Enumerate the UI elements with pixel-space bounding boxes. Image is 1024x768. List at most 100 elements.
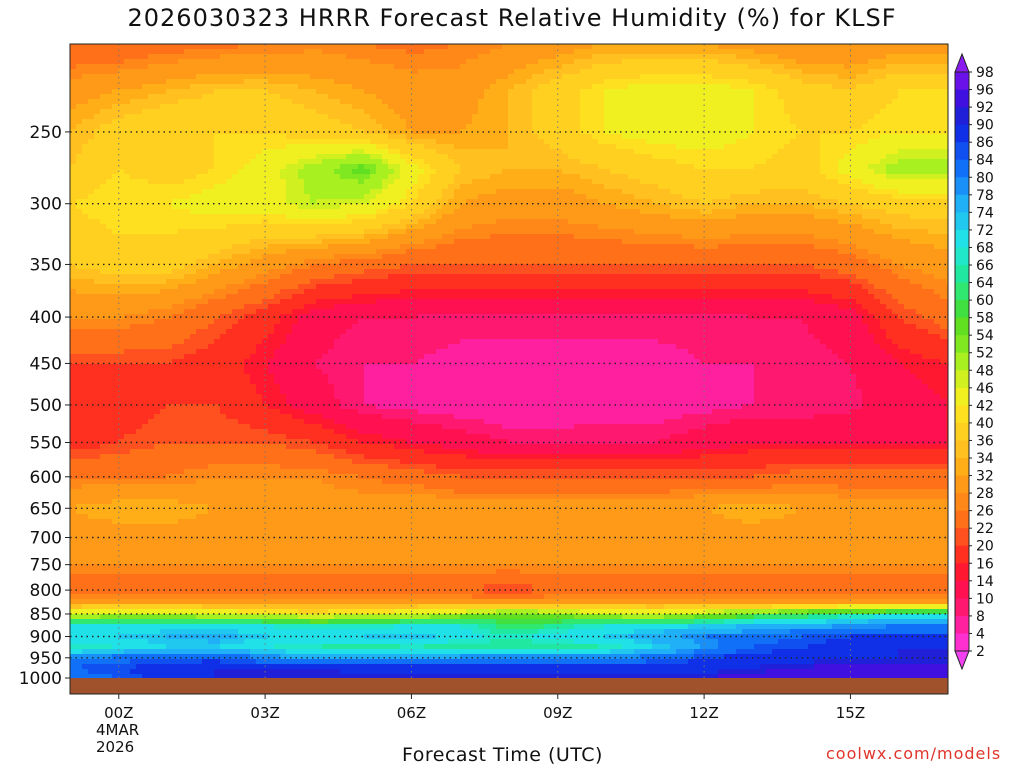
- heatmap-cell: [784, 49, 791, 55]
- heatmap-cell: [736, 154, 743, 160]
- heatmap-cell: [808, 109, 815, 115]
- heatmap-cell: [316, 109, 323, 115]
- heatmap-cell: [916, 204, 923, 210]
- heatmap-cell: [946, 189, 949, 195]
- heatmap-cell: [370, 64, 377, 70]
- heatmap-cell: [262, 159, 269, 165]
- heatmap-cell: [934, 159, 941, 165]
- heatmap-cell: [670, 114, 677, 120]
- heatmap-cell: [868, 144, 875, 150]
- heatmap-cell: [670, 154, 677, 160]
- heatmap-cell: [490, 184, 497, 190]
- heatmap-cell: [868, 89, 875, 95]
- heatmap-cell: [88, 59, 95, 65]
- heatmap-cell: [298, 64, 305, 70]
- heatmap-cell: [304, 59, 311, 65]
- heatmap-cell: [274, 54, 281, 60]
- heatmap-cell: [802, 134, 809, 140]
- heatmap-cell: [808, 199, 815, 205]
- heatmap-cell: [724, 209, 731, 215]
- heatmap-cell: [916, 109, 923, 115]
- heatmap-cell: [898, 204, 905, 210]
- heatmap-cell: [460, 99, 467, 105]
- heatmap-cell: [568, 74, 575, 80]
- heatmap-cell: [502, 69, 509, 75]
- heatmap-cell: [838, 169, 845, 175]
- heatmap-cell: [250, 179, 257, 185]
- heatmap-cell: [412, 94, 419, 100]
- heatmap-cell: [424, 204, 431, 210]
- heatmap-cell: [784, 119, 791, 125]
- heatmap-cell: [376, 79, 383, 85]
- heatmap-cell: [220, 139, 227, 145]
- heatmap-cell: [736, 159, 743, 165]
- heatmap-cell: [196, 199, 203, 205]
- heatmap-cell: [460, 94, 467, 100]
- heatmap-cell: [586, 189, 593, 195]
- heatmap-cell: [370, 74, 377, 80]
- heatmap-cell: [340, 84, 347, 90]
- heatmap-cell: [244, 174, 251, 180]
- heatmap-cell: [286, 119, 293, 125]
- heatmap-cell: [358, 144, 365, 150]
- heatmap-cell: [544, 94, 551, 100]
- heatmap-cell: [640, 79, 647, 85]
- heatmap-cell: [796, 59, 803, 65]
- heatmap-cell: [580, 59, 587, 65]
- heatmap-cell: [190, 119, 197, 125]
- heatmap-cell: [904, 59, 911, 65]
- heatmap-cell: [814, 64, 821, 70]
- heatmap-cell: [916, 119, 923, 125]
- heatmap-cell: [184, 159, 191, 165]
- heatmap-cell: [880, 159, 887, 165]
- heatmap-cell: [592, 179, 599, 185]
- heatmap-cell: [466, 44, 473, 50]
- heatmap-cell: [424, 174, 431, 180]
- heatmap-cell: [550, 59, 557, 65]
- heatmap-cell: [946, 134, 949, 140]
- heatmap-cell: [700, 194, 707, 200]
- heatmap-cell: [904, 179, 911, 185]
- heatmap-cell: [88, 189, 95, 195]
- heatmap-cell: [808, 104, 815, 110]
- heatmap-cell: [172, 89, 179, 95]
- heatmap-cell: [292, 129, 299, 135]
- heatmap-cell: [268, 99, 275, 105]
- heatmap-cell: [718, 179, 725, 185]
- heatmap-cell: [160, 144, 167, 150]
- heatmap-cell: [574, 59, 581, 65]
- heatmap-cell: [370, 204, 377, 210]
- heatmap-cell: [148, 134, 155, 140]
- heatmap-cell: [382, 114, 389, 120]
- heatmap-cell: [166, 44, 173, 50]
- heatmap-cell: [676, 174, 683, 180]
- heatmap-cell: [904, 194, 911, 200]
- heatmap-cell: [484, 194, 491, 200]
- heatmap-cell: [796, 164, 803, 170]
- heatmap-cell: [640, 114, 647, 120]
- heatmap-cell: [442, 59, 449, 65]
- heatmap-cell: [652, 199, 659, 205]
- heatmap-cell: [790, 124, 797, 130]
- heatmap-cell: [874, 59, 881, 65]
- heatmap-cell: [628, 104, 635, 110]
- heatmap-cell: [688, 179, 695, 185]
- heatmap-cell: [634, 184, 641, 190]
- heatmap-cell: [544, 209, 551, 215]
- heatmap-cell: [646, 79, 653, 85]
- heatmap-cell: [898, 164, 905, 170]
- heatmap-cell: [190, 164, 197, 170]
- heatmap-cell: [916, 194, 923, 200]
- heatmap-cell: [442, 149, 449, 155]
- heatmap-cell: [784, 104, 791, 110]
- heatmap-cell: [712, 79, 719, 85]
- heatmap-cell: [208, 179, 215, 185]
- heatmap-cell: [436, 79, 443, 85]
- heatmap-cell: [190, 74, 197, 80]
- heatmap-cell: [112, 209, 119, 215]
- heatmap-cell: [424, 209, 431, 215]
- heatmap-cell: [388, 209, 395, 215]
- heatmap-cell: [706, 134, 713, 140]
- heatmap-cell: [868, 59, 875, 65]
- heatmap-cell: [766, 89, 773, 95]
